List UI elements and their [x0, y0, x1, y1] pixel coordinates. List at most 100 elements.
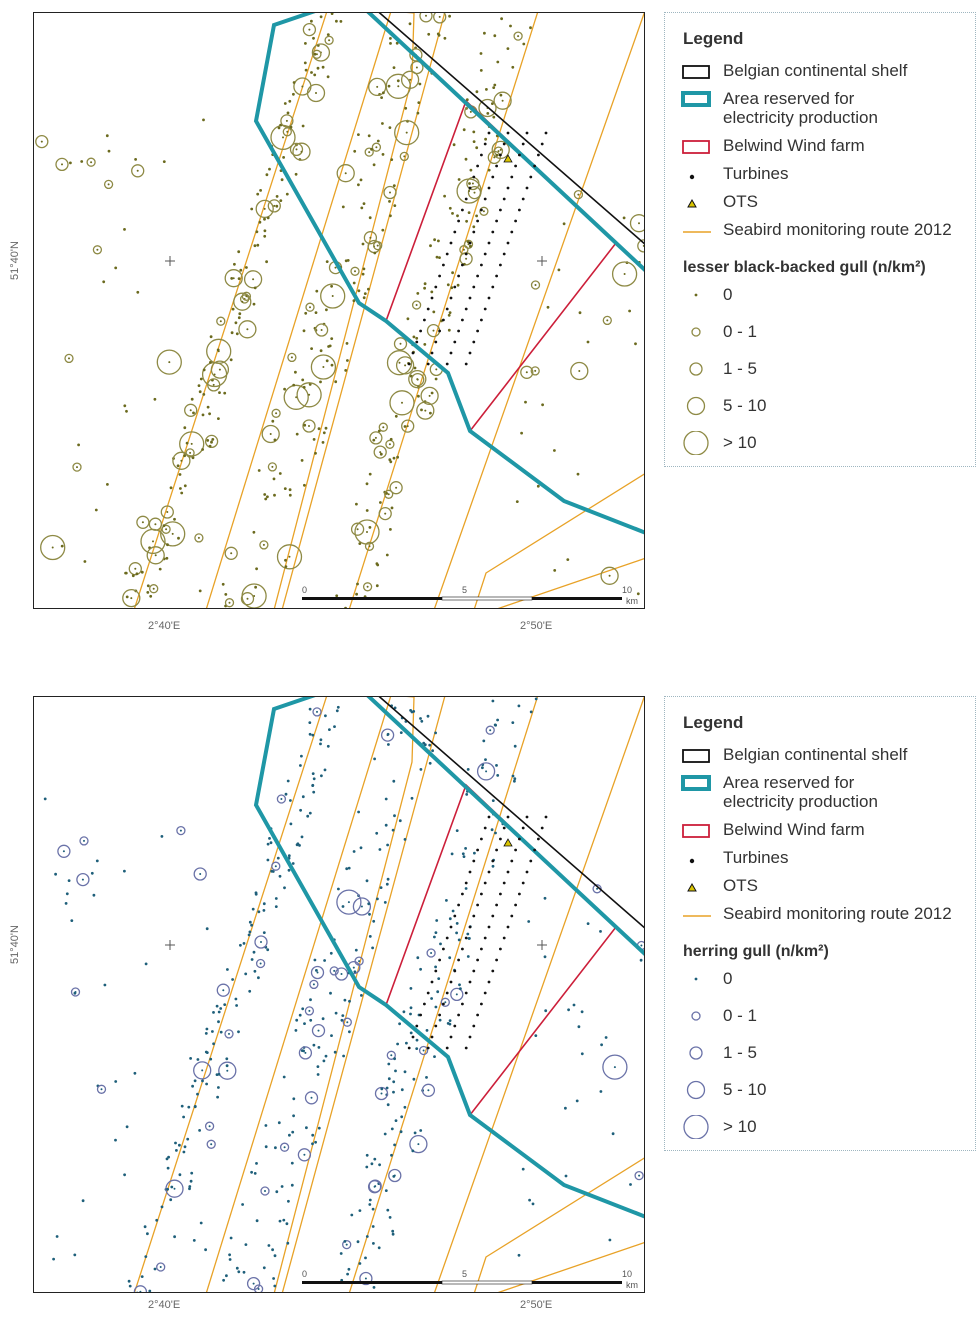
observation-dot — [330, 284, 333, 288]
route-line — [497, 1241, 644, 1292]
observation-circle — [156, 349, 182, 375]
observation-dot — [153, 397, 157, 401]
observation-dot — [517, 1253, 521, 1257]
turbine-dot — [487, 815, 491, 819]
observation-dot — [403, 1070, 407, 1074]
observation-dot — [397, 85, 400, 88]
observation-dot — [267, 1244, 271, 1247]
observation-dot — [437, 239, 440, 243]
turbine-dot — [499, 208, 502, 212]
observation-dot — [495, 764, 498, 767]
observation-dot — [259, 189, 262, 192]
observation-dot — [359, 846, 363, 850]
class-circle — [691, 1011, 701, 1021]
observation-dot — [493, 83, 497, 87]
observation-dot — [389, 528, 392, 531]
observation-dot — [493, 723, 497, 727]
observation-dot — [273, 1254, 277, 1258]
legend-class-item: 5 - 10 — [665, 1078, 975, 1102]
observation-dot — [347, 901, 350, 904]
observation-dot — [444, 1001, 447, 1004]
observation-dot — [495, 153, 499, 157]
observation-dot — [381, 153, 385, 156]
observation-dot — [275, 1190, 279, 1194]
observation-circle — [394, 119, 420, 146]
observation-dot — [423, 282, 427, 286]
observation-dot — [277, 126, 281, 130]
route-line — [133, 13, 328, 608]
legend-class-item: 1 - 5 — [665, 357, 975, 381]
observation-dot — [125, 409, 128, 413]
turbine-dot — [480, 318, 483, 322]
map-frame: 0 5 10 km — [33, 696, 645, 1293]
map-panel-bottom: 0 5 10 km 51°40'N 2°40'E 2°50'E Legend Belg… — [0, 684, 978, 1334]
route-symbol — [683, 915, 711, 917]
observation-dot — [352, 966, 355, 969]
observation-dot — [167, 1155, 171, 1159]
observation-dot — [388, 200, 391, 203]
observation-dot — [304, 1051, 307, 1054]
turbine-dot — [461, 947, 464, 951]
observation-dot — [114, 266, 118, 270]
observation-dot — [438, 15, 441, 18]
turbine-dot — [491, 230, 495, 234]
observation-dot — [187, 1105, 191, 1109]
turbine-dot — [472, 340, 476, 344]
observation-dot — [365, 1235, 369, 1238]
turbine-dot — [476, 219, 479, 223]
observation-circle — [276, 544, 303, 570]
observation-dot — [457, 938, 461, 942]
observation-dot — [451, 212, 454, 215]
turbine-dot — [480, 1002, 483, 1006]
observation-dot — [417, 1143, 420, 1146]
observation-dot — [266, 495, 269, 499]
observation-dot — [230, 277, 234, 280]
observation-dot — [331, 295, 334, 297]
observation-dot — [127, 1279, 131, 1283]
observation-dot — [277, 1121, 281, 1125]
legend-class-item: 0 — [665, 967, 975, 991]
observation-dot — [131, 574, 135, 578]
legend-label-area-line1: Area reserved for — [723, 89, 855, 108]
observation-dot — [429, 411, 432, 415]
observation-dot — [448, 206, 452, 210]
observation-dot — [321, 65, 325, 69]
observation-dot — [430, 952, 433, 954]
turbine-dot — [445, 307, 449, 311]
observation-dot — [309, 306, 311, 309]
observation-dot — [166, 511, 169, 513]
observation-dot — [202, 393, 206, 396]
observation-dot — [522, 42, 526, 46]
turbine-dot — [529, 175, 533, 179]
turbine-dot — [457, 903, 460, 907]
observation-dot — [217, 1010, 221, 1014]
observation-dot — [301, 124, 305, 128]
observation-dot — [80, 160, 84, 163]
observation-dot — [604, 1036, 608, 1039]
class-circle — [686, 1080, 706, 1100]
observation-dot — [426, 714, 430, 718]
observation-dot — [382, 426, 385, 429]
observation-dot — [423, 286, 426, 290]
observation-dot — [398, 361, 401, 364]
observation-circle — [389, 481, 403, 495]
observation-dot — [629, 1183, 632, 1186]
turbine-dot — [540, 826, 544, 830]
observation-dot — [320, 329, 323, 331]
turbine-dot — [453, 285, 457, 289]
observation-dot — [447, 313, 451, 317]
observation-dot — [344, 172, 347, 175]
observation-dot — [333, 725, 336, 728]
observation-dot — [225, 1057, 229, 1061]
observation-dot — [295, 148, 298, 151]
turbine-dot — [423, 318, 426, 322]
observation-dot — [367, 134, 371, 138]
observation-dot — [223, 391, 227, 395]
observation-dot — [146, 1232, 149, 1236]
turbine-dot — [453, 340, 457, 344]
observation-dot — [372, 438, 376, 442]
windfarm-symbol — [682, 140, 710, 154]
observation-dot — [183, 454, 187, 458]
observation-circle — [352, 897, 372, 916]
turbine-dot — [461, 1002, 464, 1006]
